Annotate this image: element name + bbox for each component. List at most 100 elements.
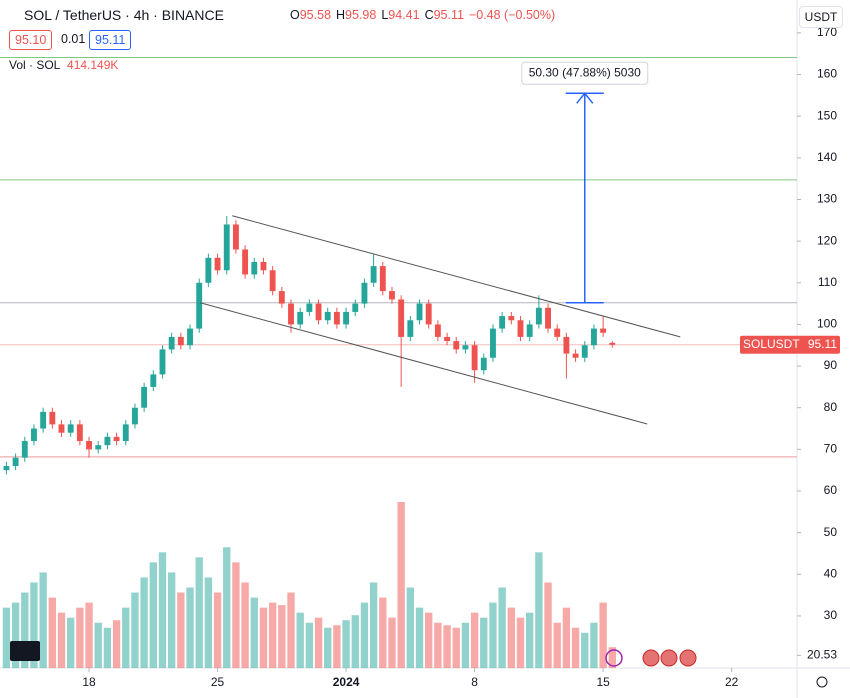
volume-bar <box>425 612 433 668</box>
volume-bar <box>507 607 515 668</box>
candle-body <box>251 261 258 275</box>
ask[interactable]: 95.11 <box>89 30 132 50</box>
ohlc-key: H <box>336 8 346 22</box>
volume-bar <box>287 592 295 668</box>
y-tick-label: 30 <box>824 608 838 622</box>
measure-arrowhead <box>576 92 594 104</box>
volume-bar <box>581 632 589 668</box>
candle-body <box>214 257 221 271</box>
volume-bar <box>480 617 488 668</box>
candle-body <box>609 342 616 345</box>
volume-bar <box>342 620 350 668</box>
volume-bar <box>599 602 607 668</box>
event-icon[interactable] <box>605 649 623 667</box>
volume-bar <box>360 602 369 668</box>
candle-body <box>379 266 386 292</box>
overlays: 50.30 (47.88%) 5030 SOLUSDT 95.11 <box>199 61 840 425</box>
volume-bar <box>57 612 66 668</box>
title: SOL / TetherUS · 4h · BINANCE <box>24 7 224 23</box>
candle-body <box>333 311 340 325</box>
volume-bar <box>232 562 240 668</box>
horizontal-lines <box>0 56 797 458</box>
candle-body <box>150 374 157 387</box>
candle-body <box>581 345 588 358</box>
volume-bar <box>535 552 543 668</box>
y-tick-label: 120 <box>817 233 837 247</box>
volume-bar <box>186 587 194 668</box>
candles <box>3 216 616 475</box>
volume-bar <box>562 607 571 668</box>
candle-body <box>480 357 487 371</box>
volume <box>2 502 616 668</box>
candle-body <box>242 249 249 275</box>
volume-bar <box>158 552 167 668</box>
volume-bar <box>498 587 506 668</box>
candle-body <box>444 336 450 342</box>
candle-body <box>591 328 597 346</box>
volume-bar <box>379 597 387 668</box>
volume-bar <box>149 562 157 668</box>
ohlc-value: 94.41 <box>388 8 420 22</box>
volume-bar <box>103 627 112 668</box>
candle-body <box>297 311 304 325</box>
currency-button[interactable]: USDT <box>799 6 843 28</box>
volume-bar <box>397 502 405 668</box>
volume-bar <box>351 615 359 668</box>
ohlc-legend: O95.58 H95.98 L94.41 C95.11 −0.48 (−0.50%) <box>290 8 560 22</box>
volume-bar <box>369 582 378 668</box>
candle-body <box>306 303 313 312</box>
event-flag[interactable] <box>679 649 697 667</box>
volume-bar <box>177 592 185 668</box>
volume-bar <box>489 602 497 668</box>
candle-body <box>95 445 102 450</box>
volume-bar <box>67 617 75 668</box>
volume-bar <box>223 547 231 668</box>
trend-line <box>232 215 681 338</box>
candle-body <box>499 316 506 329</box>
candle-body <box>416 303 423 321</box>
ohlc-item: H95.98 <box>336 8 376 22</box>
ohlc-key: C <box>424 8 434 22</box>
bid[interactable]: 95.10 <box>9 30 53 50</box>
candle-body <box>40 411 47 429</box>
volume-bar <box>470 612 479 668</box>
measure-label-box <box>521 61 649 85</box>
candle-body <box>572 353 579 358</box>
candle-body <box>490 328 496 358</box>
candle-body <box>260 261 267 271</box>
ohlc-change: −0.48 (−0.50%) <box>468 8 556 22</box>
y-tick-label: 40 <box>824 566 838 580</box>
candle-body <box>168 336 175 350</box>
volume-bar <box>167 572 176 668</box>
candle-body <box>104 436 111 446</box>
y-tick-label: 70 <box>824 442 838 456</box>
y-tick-label: 170 <box>817 25 837 39</box>
volume-bar <box>305 622 314 668</box>
candle-body <box>517 320 524 337</box>
ohlc-item: O95.58 <box>290 8 331 22</box>
ohlc-value: 95.98 <box>345 8 377 22</box>
volume-bar <box>259 607 268 668</box>
volume-bar <box>21 592 29 668</box>
candle-body <box>462 345 469 350</box>
volume-bar <box>30 582 38 668</box>
volume-bar <box>94 622 102 668</box>
event-flag[interactable] <box>642 649 660 667</box>
candle-body <box>12 457 19 467</box>
price-tag-price: 95.11 <box>808 337 837 351</box>
event-flag[interactable] <box>660 649 678 667</box>
candle-body <box>288 303 294 325</box>
measure-label: 50.30 (47.88%) 5030 <box>529 65 641 79</box>
candle-body <box>86 441 92 450</box>
symbol-title[interactable]: SOL / TetherUS · 4h · BINANCE <box>24 7 224 23</box>
candle-body <box>187 328 193 346</box>
candle-body <box>223 224 230 271</box>
price-tag-symbol: SOLUSDT <box>743 337 800 351</box>
candle-body <box>315 303 322 321</box>
volume-bar <box>131 592 139 668</box>
candle-body <box>205 257 212 283</box>
settings-icon[interactable] <box>816 676 828 688</box>
volume-bar <box>406 587 415 668</box>
candle-body <box>269 270 276 292</box>
candle-body <box>58 424 65 433</box>
